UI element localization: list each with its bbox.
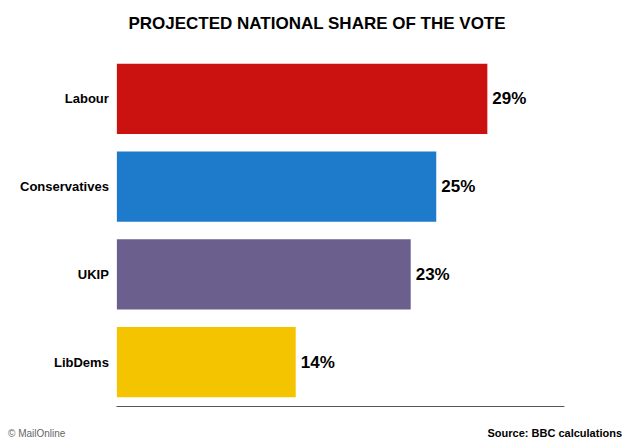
- svg-text:UKIP: UKIP: [78, 267, 109, 282]
- svg-text:Source: BBC calculations: Source: BBC calculations: [488, 427, 622, 439]
- svg-text:© MailOnline: © MailOnline: [8, 428, 66, 439]
- svg-text:PROJECTED NATIONAL SHARE OF TH: PROJECTED NATIONAL SHARE OF THE VOTE: [128, 14, 505, 33]
- svg-text:Labour: Labour: [65, 91, 109, 106]
- svg-text:Conservatives: Conservatives: [20, 179, 109, 194]
- svg-text:14%: 14%: [301, 353, 335, 372]
- svg-text:29%: 29%: [492, 89, 526, 108]
- svg-text:LibDems: LibDems: [54, 355, 109, 370]
- svg-text:23%: 23%: [416, 265, 450, 284]
- svg-text:25%: 25%: [441, 177, 475, 196]
